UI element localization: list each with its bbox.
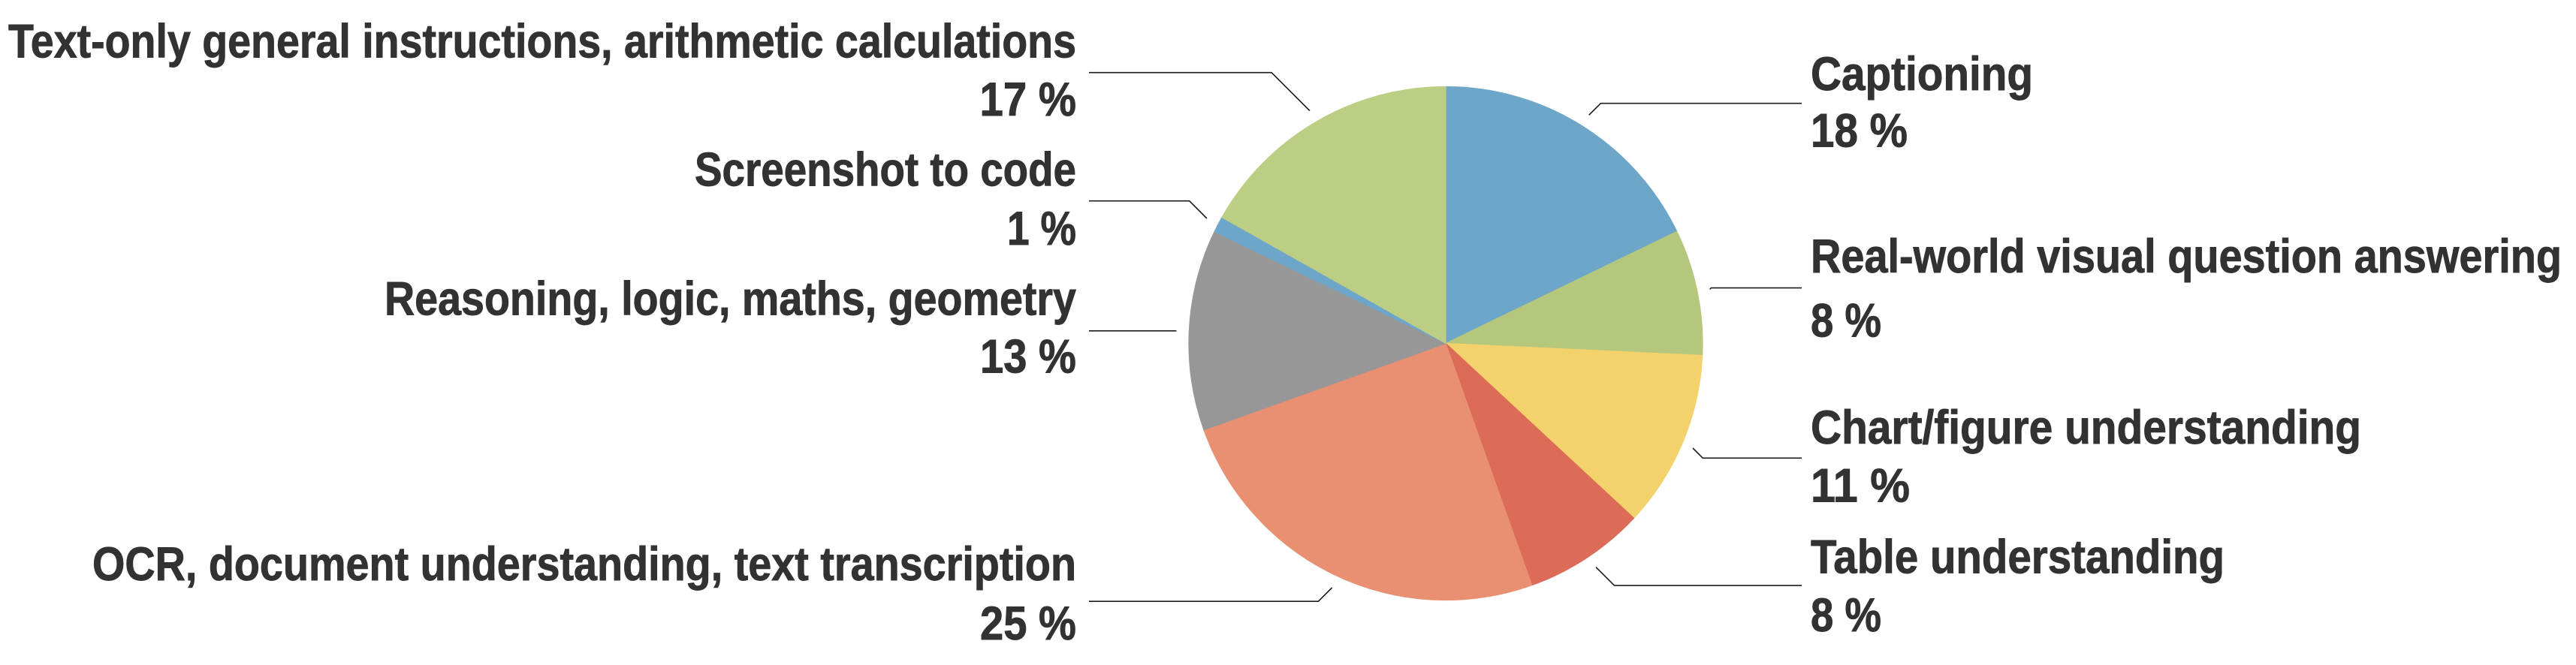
svg-text:Reasoning, logic, maths, geome: Reasoning, logic, maths, geometry (385, 273, 1076, 326)
svg-text:25 %: 25 % (980, 597, 1076, 650)
svg-text:Captioning: Captioning (1811, 48, 2033, 101)
svg-text:8 %: 8 % (1811, 295, 1881, 348)
svg-text:11 %: 11 % (1811, 460, 1910, 513)
svg-text:Chart/figure understanding: Chart/figure understanding (1811, 402, 2361, 454)
svg-text:Screenshot to code: Screenshot to code (695, 144, 1076, 197)
svg-text:17 %: 17 % (980, 74, 1077, 126)
svg-text:Table understanding: Table understanding (1811, 531, 2225, 583)
svg-text:18 %: 18 % (1811, 105, 1908, 158)
svg-text:8 %: 8 % (1811, 589, 1881, 642)
svg-text:Real-world visual question ans: Real-world visual question answering (1811, 230, 2562, 283)
svg-text:OCR, document understanding, t: OCR, document understanding, text transc… (92, 538, 1076, 591)
svg-text:13 %: 13 % (980, 331, 1076, 384)
svg-text:Text-only general instructions: Text-only general instructions, arithmet… (8, 16, 1076, 68)
svg-text:1 %: 1 % (1007, 203, 1076, 255)
